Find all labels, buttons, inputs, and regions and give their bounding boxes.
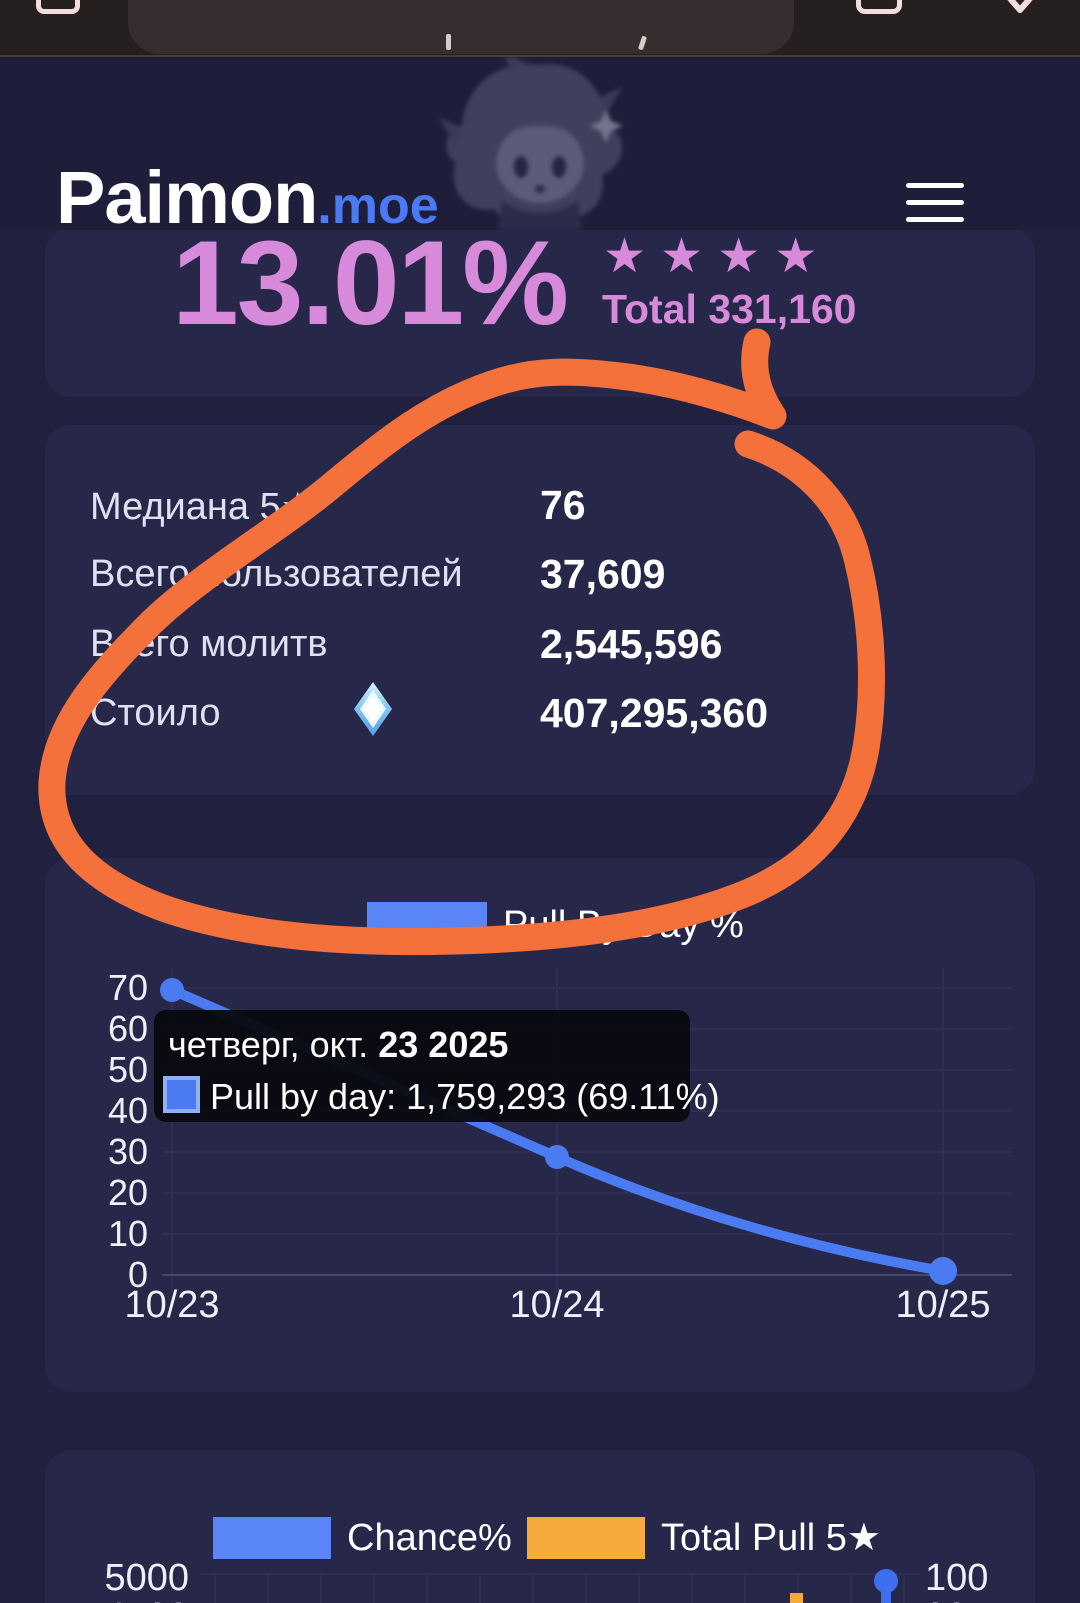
stat-label-cost: Стоило [90, 692, 221, 734]
y-axis-tick: 60 [107, 1008, 148, 1049]
y-axis-tick: 0 [127, 1254, 148, 1295]
legend-label-chance: Chance% [347, 1517, 512, 1559]
legend-swatch-total-pull [527, 1517, 645, 1559]
data-point-10-25[interactable] [929, 1257, 957, 1285]
chance-chart-card: Chance% Total Pull 5★ 5000 4500 100 90 [45, 1450, 1035, 1603]
tooltip-series-text: Pull by day: 1,759,293 (69.11%) [210, 1076, 720, 1117]
stat-value-wishes: 2,545,596 [540, 621, 723, 667]
app-header: Paimon .moe [0, 57, 1080, 230]
site-logo[interactable]: Paimon .moe [56, 155, 439, 230]
browser-home-icon[interactable] [36, 0, 80, 14]
x-axis-tick: 10/23 [124, 1284, 220, 1326]
right-axis-tick: 100 [925, 1557, 989, 1599]
site-logo-suffix: .moe [317, 177, 439, 230]
paimon-artwork [438, 57, 623, 230]
pull-by-day-card: Pull By Day % 70 60 50 40 30 20 10 0 [45, 858, 1035, 1392]
left-axis-tick: 5000 [104, 1557, 189, 1599]
url-text-fragment [446, 34, 451, 50]
hamburger-icon [906, 200, 964, 205]
url-text-fragment [637, 35, 648, 51]
tooltip-series-swatch [163, 1076, 200, 1113]
total-pull-bar[interactable] [790, 1593, 803, 1603]
stat-label-median: Медиана 5★ [90, 486, 315, 528]
site-logo-text: Paimon [56, 156, 318, 230]
right-axis-tick: 90 [925, 1597, 1025, 1603]
legend-swatch-chance [213, 1517, 331, 1559]
browser-menu-chevron-icon[interactable] [1002, 0, 1038, 14]
y-axis-tick: 10 [107, 1213, 148, 1254]
primogem-icon [354, 682, 392, 736]
star-rating: ★★★★ [603, 230, 832, 283]
menu-button[interactable] [906, 183, 966, 227]
hamburger-icon [906, 183, 964, 188]
legend-item-chance[interactable]: Chance% [213, 1517, 512, 1559]
legend-item-total-pull[interactable]: Total Pull 5★ [527, 1517, 881, 1559]
data-point-10-23[interactable] [160, 978, 184, 1002]
url-bar[interactable] [128, 0, 794, 54]
summary-card: 13.01% ★★★★ Total 331,160 [45, 216, 1035, 397]
stat-value-median: 76 [540, 482, 586, 528]
x-axis-tick: 10/24 [509, 1284, 605, 1326]
stat-value-users: 37,609 [540, 551, 666, 597]
tooltip-date: четверг, окт. 23 2025 [168, 1024, 509, 1065]
chart-tooltip: четверг, окт. 23 2025 Pull by day: 1,759… [154, 1010, 720, 1122]
y-axis-tick: 50 [107, 1049, 148, 1090]
y-axis-tick: 70 [107, 967, 148, 1008]
chance-data-point[interactable] [874, 1569, 898, 1593]
stats-card: Медиана 5★ 76 Всего пользователей 37,609… [45, 425, 1035, 795]
left-axis-tick: 4500 [85, 1597, 189, 1603]
browser-bar [0, 0, 1080, 57]
y-axis-tick: 20 [107, 1172, 148, 1213]
legend-label-total-pull: Total Pull 5★ [661, 1517, 881, 1559]
hamburger-icon [906, 217, 964, 222]
data-point-10-24[interactable] [545, 1145, 569, 1169]
rate-percent: 13.01% [172, 216, 569, 350]
stat-label-wishes: Всего молитв [90, 623, 328, 665]
y-axis-tick: 30 [107, 1131, 148, 1172]
browser-tabs-icon[interactable] [856, 0, 902, 14]
y-axis-tick: 40 [107, 1090, 148, 1131]
chance-chart [200, 1569, 920, 1603]
stat-label-users: Всего пользователей [90, 553, 463, 595]
x-axis-tick: 10/25 [895, 1284, 991, 1326]
total-wishes: Total 331,160 [602, 286, 857, 332]
stat-value-cost: 407,295,360 [540, 690, 769, 736]
